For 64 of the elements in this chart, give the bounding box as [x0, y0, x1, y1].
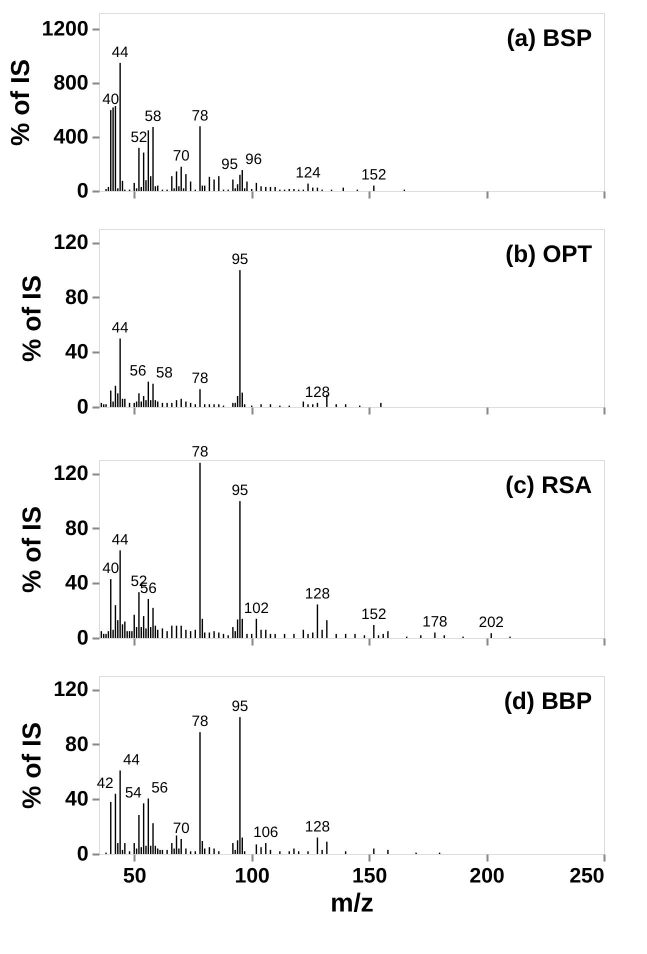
annotation: 56	[151, 780, 168, 797]
y-tick-label: 80	[65, 286, 88, 309]
annotation: 56	[130, 362, 146, 380]
annotation: 95	[232, 251, 248, 268]
y-tick-label: 800	[53, 72, 88, 95]
annotation: 44	[112, 320, 128, 337]
y-tick-label: 120	[53, 462, 88, 486]
x-tick-label: 50	[123, 864, 146, 888]
annotation: 95	[221, 156, 238, 173]
y-axis-title: % of IS	[16, 275, 46, 362]
y-axis-title: % of IS	[4, 59, 35, 146]
y-tick-label: 40	[65, 340, 88, 364]
y-tick-label: 0	[76, 842, 88, 866]
y-tick-label: 40	[65, 572, 88, 595]
y-tick-label: 120	[53, 231, 88, 254]
annotation: 58	[144, 108, 162, 125]
annotation: 152	[361, 166, 386, 184]
annotation: 152	[361, 606, 386, 623]
annotation: 102	[244, 600, 269, 617]
x-tick-label: 150	[352, 864, 388, 888]
annotation: 40	[102, 91, 120, 108]
text: (b) OPT	[505, 241, 592, 268]
annotation: 58	[156, 364, 173, 382]
y-tick-label: 80	[65, 732, 88, 756]
x-tick-label: 200	[470, 864, 505, 888]
annotation: 54	[124, 784, 142, 802]
annotation: 96	[245, 151, 262, 168]
annotation: 42	[96, 774, 114, 792]
annotation: 95	[232, 482, 248, 500]
x-tick-label: 250	[569, 864, 604, 888]
annotation: 202	[478, 614, 504, 632]
annotation: 106	[253, 824, 278, 842]
text: (c) RSA	[505, 472, 592, 499]
annotation: 44	[112, 531, 128, 548]
annotation: 128	[304, 384, 330, 401]
annotation: 78	[192, 444, 208, 461]
annotation: 70	[172, 820, 190, 837]
y-tick-label: 40	[65, 788, 88, 811]
x-tick-label: 100	[234, 864, 270, 888]
y-tick-label: 0	[76, 626, 88, 650]
annotation: 40	[102, 560, 120, 578]
y-axis-title: % of IS	[16, 722, 46, 809]
y-tick-label: 0	[76, 180, 88, 202]
text: (d) BBP	[504, 688, 592, 715]
annotation: 128	[304, 818, 330, 836]
y-tick-label: 0	[76, 396, 88, 418]
annotation: 128	[304, 585, 330, 602]
text: (a) BSP	[506, 25, 592, 52]
annotation: 95	[232, 698, 248, 716]
annotation: 78	[192, 370, 208, 388]
annotation: 78	[192, 713, 208, 730]
annotation: 70	[172, 148, 190, 165]
annotation: 124	[296, 164, 321, 182]
annotation: 178	[422, 614, 448, 631]
y-tick-label: 1200	[42, 18, 88, 41]
y-tick-label: 400	[53, 126, 88, 149]
x-axis-title: m/z	[330, 888, 374, 918]
annotation: 44	[112, 44, 128, 61]
annotation: 78	[192, 107, 208, 124]
y-tick-label: 80	[65, 516, 88, 540]
y-tick-label: 120	[53, 678, 88, 702]
annotation: 52	[130, 128, 148, 146]
annotation: 44	[123, 751, 140, 768]
y-axis-title: % of IS	[16, 506, 46, 593]
